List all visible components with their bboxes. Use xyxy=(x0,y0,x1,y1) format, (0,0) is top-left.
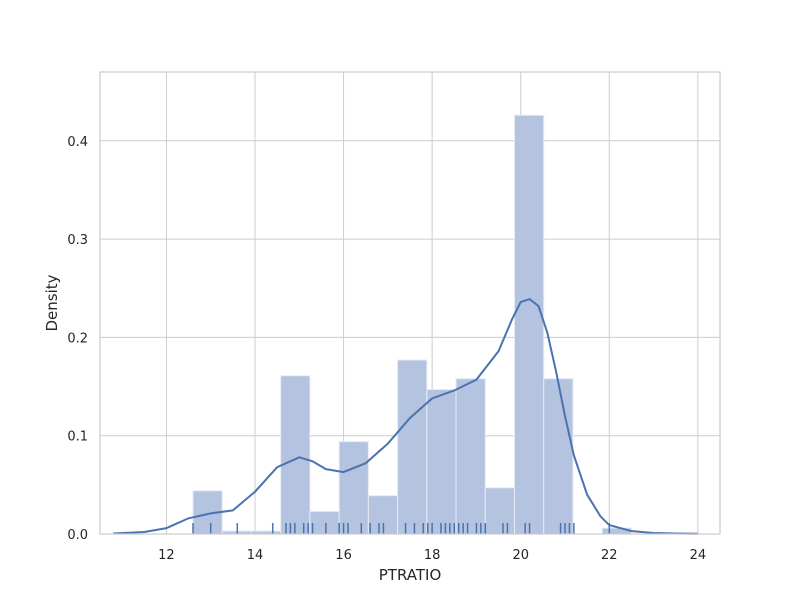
x-tick-label: 20 xyxy=(512,548,529,563)
rug-marks xyxy=(192,523,611,534)
y-tick-label: 0.0 xyxy=(67,528,88,543)
plot-frame xyxy=(99,71,721,535)
x-tick-labels: 12 14 16 18 20 22 24 xyxy=(158,548,706,563)
histogram-bar xyxy=(543,378,574,535)
x-tick-label: 16 xyxy=(335,548,352,563)
y-tick-label: 0.2 xyxy=(67,331,88,346)
histogram-bar xyxy=(280,375,311,535)
y-tick-labels: 0.0 0.1 0.2 0.3 0.4 xyxy=(67,135,88,543)
x-tick-label: 24 xyxy=(690,548,707,563)
histogram-bar xyxy=(397,359,428,535)
y-tick-label: 0.1 xyxy=(67,430,88,445)
histogram-bars xyxy=(192,114,632,535)
x-tick-label: 12 xyxy=(158,548,175,563)
histogram-bar xyxy=(338,441,369,535)
histogram-bar xyxy=(309,510,340,535)
kde-line xyxy=(113,297,698,535)
x-tick-label: 22 xyxy=(601,548,618,563)
x-tick-label: 14 xyxy=(247,548,264,563)
y-tick-label: 0.4 xyxy=(67,135,88,150)
x-axis-label: PTRATIO xyxy=(379,566,442,584)
histogram-bar xyxy=(514,114,545,535)
histogram-bar xyxy=(455,378,486,535)
y-axis-label: Density xyxy=(43,274,61,331)
histogram-bar xyxy=(426,389,457,535)
y-tick-label: 0.3 xyxy=(67,233,88,248)
histogram-bar xyxy=(484,487,516,535)
x-tick-label: 18 xyxy=(424,548,441,563)
